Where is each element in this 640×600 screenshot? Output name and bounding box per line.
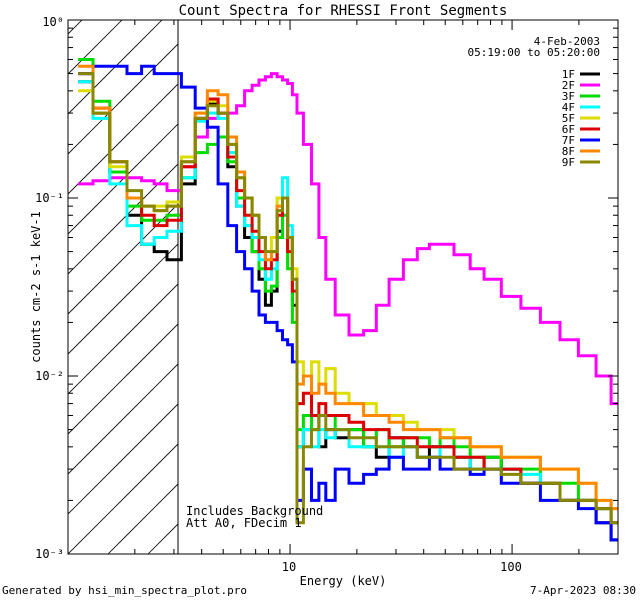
series-line-9F <box>78 72 618 525</box>
y-tick-label: 10⁻¹ <box>35 191 64 205</box>
hatch-line <box>68 403 178 515</box>
hatch-line <box>68 323 178 435</box>
hatch-line <box>68 243 178 355</box>
series-line-1F <box>78 80 618 542</box>
legend-label: 3F <box>562 90 575 103</box>
hatch-line <box>68 283 178 395</box>
hatch-line <box>68 20 163 115</box>
series-line-8F <box>78 64 618 511</box>
legend-label: 9F <box>562 156 575 169</box>
chart-title: Count Spectra for RHESSI Front Segments <box>179 3 508 19</box>
x-tick-label: 100 <box>500 560 522 574</box>
x-axis-label: Energy (keV) <box>300 574 387 588</box>
plot-frame <box>67 19 619 555</box>
hatch-line <box>68 443 178 554</box>
legend-label: 5F <box>562 112 575 125</box>
legend-label: 6F <box>562 123 575 136</box>
hatch-line <box>0 20 2 554</box>
legend-label: 1F <box>562 68 575 81</box>
series-line-6F <box>78 72 618 525</box>
date-label: 4-Feb-2003 <box>534 35 600 48</box>
hatch-line <box>68 83 178 195</box>
background-note: Includes Background <box>186 504 323 518</box>
legend-label: 4F <box>562 101 575 114</box>
legend-label: 7F <box>562 134 575 147</box>
hatched-region <box>0 20 178 554</box>
generated-by-label: Generated by hsi_min_spectra_plot.pro <box>2 584 248 597</box>
y-tick-label: 10⁰ <box>42 15 64 29</box>
legend-label: 2F <box>562 79 575 92</box>
hatch-line <box>68 363 178 475</box>
x-tick-label: 10 <box>282 560 296 574</box>
series-line-3F <box>78 58 618 525</box>
time-range-label: 05:19:00 to 05:20:00 <box>468 46 600 59</box>
legend-label: 8F <box>562 145 575 158</box>
hatch-line <box>68 43 178 155</box>
y-tick-label: 10⁻² <box>35 369 64 383</box>
hatch-line <box>68 203 178 315</box>
timestamp-label: 7-Apr-2023 08:30 <box>530 584 636 597</box>
attenuator-note: Att A0, FDecim 1 <box>186 516 302 530</box>
y-axis-label: counts cm-2 s-1 keV-1 <box>29 211 43 363</box>
y-tick-label: 10⁻³ <box>35 547 64 561</box>
axis-ticks <box>67 19 619 555</box>
